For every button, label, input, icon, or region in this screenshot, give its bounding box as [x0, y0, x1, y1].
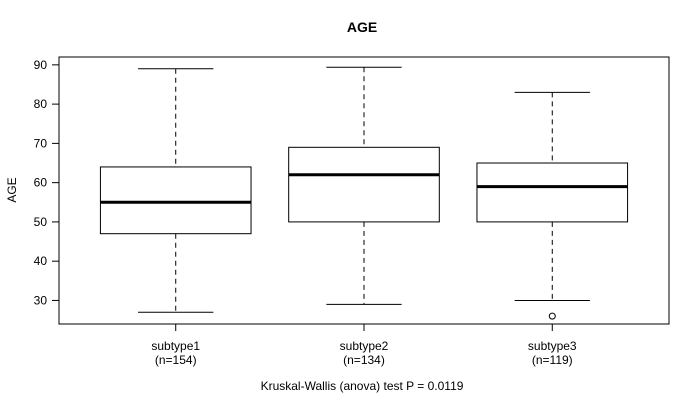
x-label-subtype3: subtype3 — [528, 339, 577, 353]
y-tick-label: 90 — [34, 58, 48, 72]
caption: Kruskal-Wallis (anova) test P = 0.0119 — [261, 379, 464, 393]
box-subtype3 — [476, 162, 629, 223]
plot-content: 30405060708090subtype1(n=154)subtype2(n=… — [34, 56, 670, 367]
x-count-label-subtype2: (n=134) — [343, 353, 385, 367]
y-tick-label: 40 — [34, 254, 48, 268]
x-label-subtype1: subtype1 — [151, 339, 200, 353]
box-subtype1 — [99, 166, 252, 235]
y-tick-label: 80 — [34, 97, 48, 111]
y-tick-label: 70 — [34, 136, 48, 150]
y-tick-label: 50 — [34, 215, 48, 229]
x-count-label-subtype3: (n=119) — [532, 353, 573, 367]
y-tick-label: 30 — [34, 293, 48, 307]
y-axis-label: AGE — [5, 177, 19, 202]
x-count-label-subtype1: (n=154) — [155, 353, 197, 367]
x-label-subtype2: subtype2 — [340, 339, 389, 353]
chart-title: AGE — [347, 19, 377, 35]
outlier-point-subtype3 — [548, 312, 556, 320]
y-tick-label: 60 — [34, 176, 48, 190]
box-subtype2 — [288, 146, 440, 223]
